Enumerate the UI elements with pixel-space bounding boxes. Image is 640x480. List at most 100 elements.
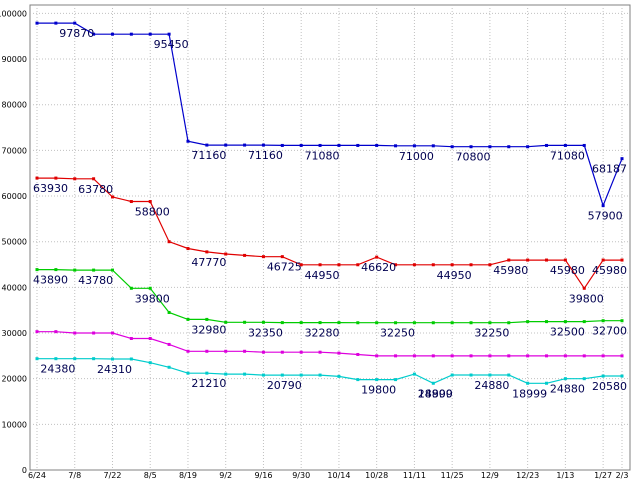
data-point (545, 143, 549, 147)
data-point (450, 321, 454, 325)
data-point (299, 143, 303, 147)
data-label: 95450 (154, 38, 189, 51)
x-tick-label: 11/25 (441, 471, 464, 480)
data-label: 20790 (267, 379, 302, 392)
data-point (620, 374, 624, 378)
data-point (601, 258, 605, 262)
data-point (318, 143, 322, 147)
data-label: 44950 (305, 269, 340, 282)
data-point (469, 354, 473, 358)
series-line (37, 22, 623, 208)
data-label: 63930 (33, 182, 68, 195)
data-point (620, 157, 624, 161)
data-point (318, 263, 322, 267)
data-label: 44950 (437, 269, 472, 282)
data-point (35, 268, 39, 272)
x-tick-label: 9/30 (292, 471, 310, 480)
data-label: 45980 (493, 264, 528, 277)
data-label: 18999 (418, 387, 453, 400)
data-point (450, 373, 454, 377)
data-point (224, 320, 228, 324)
data-point (375, 354, 379, 358)
data-point (375, 378, 379, 382)
data-point (148, 32, 152, 36)
data-point (356, 352, 360, 356)
data-point (280, 350, 284, 354)
data-point (73, 331, 77, 335)
data-label: 24800 (418, 387, 453, 400)
data-point (563, 377, 567, 381)
data-point (92, 331, 96, 335)
data-point (526, 258, 530, 262)
data-point (545, 381, 549, 385)
data-point (488, 145, 492, 149)
data-label: 32350 (248, 326, 283, 339)
data-point (167, 240, 171, 244)
y-tick-label: 50000 (2, 238, 27, 247)
data-label: 24880 (550, 383, 585, 396)
data-point (73, 177, 77, 181)
y-tick-label: 0 (22, 466, 27, 475)
series-line (37, 177, 622, 290)
data-point (35, 330, 39, 334)
data-label: 24310 (97, 363, 132, 376)
label-layer: 97870 95450 71160 71160 71080 71000 70800 71080… (33, 27, 627, 400)
data-point (488, 373, 492, 377)
data-point (35, 357, 39, 361)
data-label: 43890 (33, 274, 68, 287)
data-point (620, 258, 624, 262)
data-label: 32250 (474, 327, 509, 340)
data-label: 21210 (191, 377, 226, 390)
data-point (601, 319, 605, 323)
x-tick-label: 10/28 (365, 471, 388, 480)
data-point (280, 143, 284, 147)
data-point (280, 373, 284, 377)
data-point (167, 32, 171, 36)
data-point (148, 286, 152, 290)
data-point (92, 32, 96, 36)
data-point (375, 143, 379, 147)
data-point (167, 310, 171, 314)
data-point (563, 320, 567, 324)
data-label: 71080 (550, 149, 585, 162)
data-label: 39800 (135, 292, 170, 305)
data-point (299, 263, 303, 267)
y-tick-label: 30000 (2, 329, 27, 338)
data-point (73, 357, 77, 361)
series-line (37, 269, 622, 324)
data-point (394, 144, 398, 148)
data-label: 32500 (550, 326, 585, 339)
data-point (582, 377, 586, 381)
data-point (92, 357, 96, 361)
data-point (394, 354, 398, 358)
x-tick-label: 7/8 (68, 471, 81, 480)
data-point (54, 330, 58, 334)
data-label: 70800 (456, 151, 491, 164)
data-point (356, 321, 360, 325)
data-point (337, 143, 341, 147)
data-point (205, 371, 209, 375)
data-point (129, 32, 133, 36)
data-label: 46725 (267, 261, 302, 274)
data-label: 47770 (191, 256, 226, 269)
data-point (412, 354, 416, 358)
data-point (186, 247, 190, 251)
data-point (337, 351, 341, 355)
x-tick-label: 12/9 (481, 471, 499, 480)
data-point (129, 286, 133, 290)
x-tick-label: 7/22 (103, 471, 121, 480)
y-tick-label: 90000 (2, 55, 27, 64)
y-tick-label: 80000 (2, 101, 27, 110)
x-tick-label: 6/24 (28, 471, 46, 480)
data-label: 18999 (512, 387, 547, 400)
data-point (620, 354, 624, 358)
data-point (186, 371, 190, 375)
x-tick-label: 10/14 (327, 471, 350, 480)
data-point (129, 336, 133, 340)
data-label: 71080 (305, 149, 340, 162)
data-point (601, 204, 605, 208)
data-point (375, 255, 379, 259)
data-point (431, 144, 435, 148)
x-tick-label: 2/3 (616, 471, 629, 480)
